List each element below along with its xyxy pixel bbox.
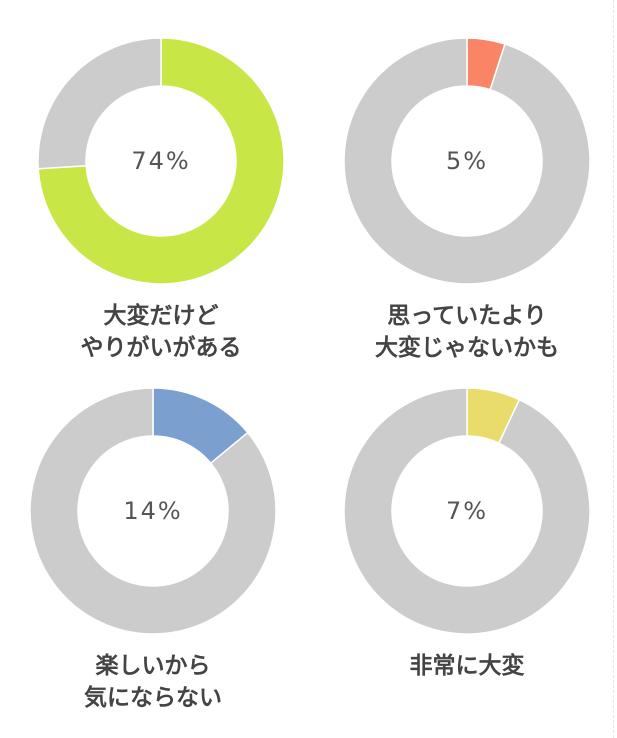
- caption-line-2: やりがいがある: [80, 335, 242, 361]
- donut-slice-highlight: [37, 37, 285, 285]
- caption-line-1: 大変だけど: [103, 303, 219, 329]
- caption-fun: 楽しいから 気にならない: [28, 650, 278, 714]
- donut-chart-easier-than-expected: 5% 思っていたより 大変じゃないかも: [342, 36, 592, 361]
- center-percent-easier-than-expected: 5%: [445, 147, 489, 175]
- caption-rewarding: 大変だけど やりがいがある: [36, 300, 286, 364]
- donut-slice-remainder: [29, 387, 277, 635]
- donut-chart-fun: 14% 楽しいから 気にならない: [28, 386, 278, 711]
- donut-svg-very-hard: [343, 387, 591, 635]
- caption-very-hard: 非常に大変: [342, 650, 592, 682]
- donut-svg-easier-than-expected: [343, 37, 591, 285]
- caption-easier-than-expected: 思っていたより 大変じゃないかも: [342, 300, 592, 364]
- center-percent-very-hard: 7%: [445, 497, 489, 525]
- donut-slice-remainder: [343, 37, 591, 285]
- donut-chart-rewarding: 74% 大変だけど やりがいがある: [36, 36, 286, 361]
- page-divider-line: [613, 0, 614, 738]
- caption-line-2: 気にならない: [84, 685, 222, 711]
- donut-svg-rewarding: [37, 37, 285, 285]
- donut-slice-remainder: [37, 37, 162, 170]
- caption-line-1: 楽しいから: [95, 653, 211, 679]
- center-percent-fun: 14%: [123, 497, 183, 525]
- donut-svg-fun: [29, 387, 277, 635]
- donut-chart-very-hard: 7% 非常に大変: [342, 386, 592, 679]
- center-percent-rewarding: 74%: [131, 147, 191, 175]
- donut-slice-remainder: [343, 387, 591, 635]
- caption-line-2: 大変じゃないかも: [375, 335, 559, 361]
- caption-line-1: 思っていたより: [387, 303, 547, 329]
- caption-line-1: 非常に大変: [409, 653, 525, 679]
